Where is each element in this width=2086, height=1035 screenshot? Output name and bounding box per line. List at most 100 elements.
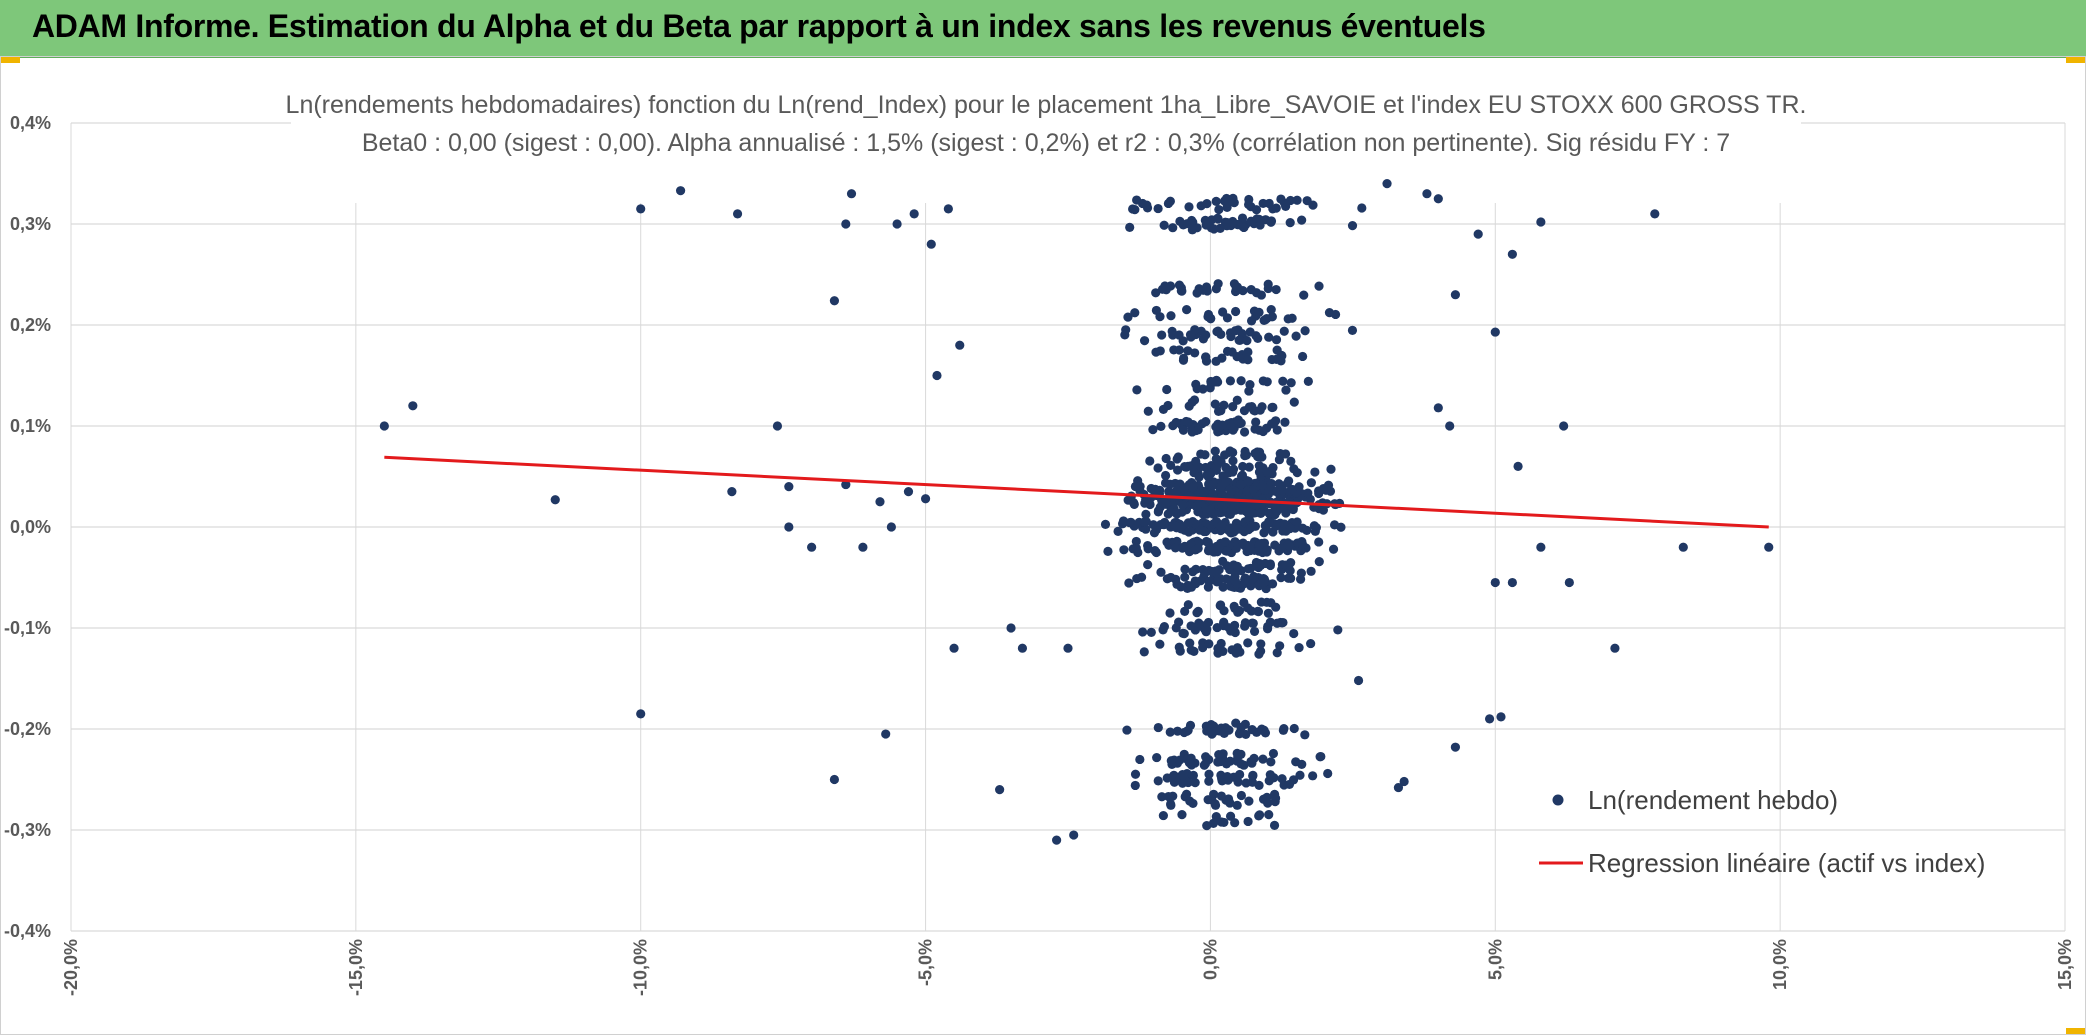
data-point (1240, 451, 1250, 461)
data-point (1233, 752, 1243, 762)
data-point (1314, 537, 1324, 547)
data-point (1279, 326, 1289, 336)
data-point (784, 482, 794, 492)
data-point (955, 340, 965, 350)
data-point (1244, 462, 1254, 472)
data-point (1198, 384, 1208, 394)
data-point (1291, 757, 1301, 767)
scatter-points (379, 179, 1774, 845)
data-point (1171, 623, 1181, 633)
data-point (1215, 600, 1226, 610)
data-point (1203, 795, 1213, 805)
data-point (1314, 281, 1324, 291)
data-point (1764, 542, 1774, 552)
data-point (1177, 286, 1187, 296)
data-point (1678, 542, 1688, 552)
data-point (1269, 820, 1280, 830)
y-tick-label: 0,2% (10, 315, 51, 335)
data-point (1184, 758, 1194, 768)
data-point (1179, 353, 1189, 363)
data-point (1292, 195, 1302, 205)
data-point (1230, 576, 1241, 586)
data-point (1298, 351, 1308, 362)
data-point (1178, 771, 1188, 781)
x-tick-label: -5,0% (916, 939, 936, 986)
data-point (1130, 205, 1140, 215)
data-point (1254, 467, 1265, 477)
data-point (1201, 626, 1211, 636)
data-point (1200, 759, 1211, 769)
x-tick-label: 5,0% (1485, 939, 1505, 980)
data-point (1218, 307, 1228, 317)
data-point (1247, 402, 1257, 412)
data-point (1171, 521, 1181, 531)
data-point (841, 219, 851, 229)
data-point (772, 421, 783, 431)
data-point (1017, 643, 1028, 653)
data-point (1190, 519, 1200, 529)
data-point (1255, 220, 1265, 230)
chart-area[interactable]: Ln(rendements hebdomadaires) fonction du… (0, 56, 2086, 1035)
data-point (1151, 347, 1161, 357)
data-point (1233, 220, 1243, 230)
data-point (1262, 545, 1272, 555)
data-point (1269, 417, 1280, 427)
data-point (1245, 327, 1255, 337)
data-point (1198, 643, 1208, 653)
data-point (1303, 488, 1313, 498)
data-point (1203, 312, 1213, 322)
data-point (1006, 623, 1016, 633)
data-point (1178, 425, 1189, 435)
data-point (1132, 385, 1142, 395)
data-point (1245, 545, 1255, 556)
data-point (881, 729, 891, 739)
data-point (1185, 638, 1195, 648)
data-point (1123, 312, 1133, 322)
data-point (1271, 335, 1282, 345)
data-point (379, 421, 389, 431)
data-point (1165, 479, 1175, 489)
data-point (1165, 608, 1175, 618)
data-point (1146, 483, 1156, 494)
data-point (1162, 384, 1172, 395)
chart-legend[interactable]: Ln(rendement hebdo) Regression linéaire … (1539, 785, 1985, 878)
data-point (1191, 456, 1201, 466)
data-point (1228, 425, 1238, 435)
data-point (1278, 526, 1288, 536)
data-point (1130, 481, 1141, 492)
data-point (1237, 213, 1248, 223)
data-point (1168, 223, 1178, 233)
data-point (1214, 499, 1224, 509)
data-point (1214, 750, 1224, 760)
data-point (1119, 545, 1129, 555)
data-point (1155, 639, 1165, 649)
data-point (1299, 290, 1309, 300)
data-point (1211, 376, 1222, 386)
data-point (920, 494, 931, 504)
data-point (1246, 316, 1257, 326)
x-tick-label: -15,0% (346, 939, 366, 996)
title-background (291, 121, 1801, 203)
data-point (732, 209, 743, 219)
y-tick-label: 0,4% (10, 113, 51, 133)
data-point (1242, 336, 1252, 346)
data-point (1213, 279, 1223, 289)
data-point (1211, 812, 1221, 822)
data-point (1219, 400, 1229, 410)
data-point (1232, 395, 1242, 405)
data-point (1198, 486, 1209, 497)
data-point (1266, 216, 1277, 226)
data-point (1323, 480, 1334, 490)
data-point (1496, 712, 1506, 722)
data-point (1236, 376, 1246, 386)
data-point (1210, 799, 1220, 809)
data-point (1200, 215, 1210, 225)
data-point (1130, 780, 1140, 791)
data-point (1272, 648, 1282, 658)
data-point (1243, 603, 1253, 613)
data-point (1300, 326, 1310, 336)
data-point (807, 542, 817, 552)
data-point (1268, 402, 1278, 412)
data-point (1132, 195, 1142, 205)
data-point (1214, 204, 1224, 215)
